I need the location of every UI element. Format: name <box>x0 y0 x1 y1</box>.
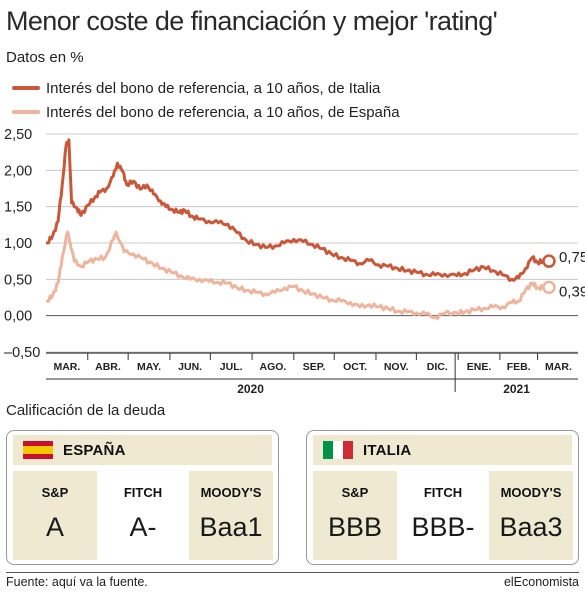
rating-value: A- <box>129 512 157 542</box>
x-month-label: OCT. <box>343 361 367 373</box>
agency-name: S&P <box>341 485 369 500</box>
end-value-label-italia: 0,75 <box>559 249 585 266</box>
series-line-italia <box>45 138 545 282</box>
agency-name: FITCH <box>423 485 463 500</box>
x-year-label: 2020 <box>237 382 264 396</box>
x-month-label: JUN. <box>178 361 202 373</box>
y-tick-label: 2,00 <box>4 163 32 179</box>
x-month-label: JUL. <box>220 361 243 373</box>
x-year-label: 2021 <box>503 382 530 396</box>
end-marker-espana <box>542 280 556 295</box>
rating-value: Baa3 <box>499 512 563 542</box>
x-month-label: AGO. <box>260 361 287 373</box>
x-month-label: NOV. <box>384 361 409 373</box>
x-month-label: SEP. <box>303 361 326 373</box>
x-month-label: MAR. <box>53 361 80 373</box>
legend-swatch-italia <box>12 86 40 90</box>
country-name: ESPAÑA <box>63 441 126 459</box>
source-note: Fuente: aquí va la fuente. <box>6 575 148 589</box>
legend-label-espana: Interés del bono de referencia, a 10 año… <box>46 103 400 121</box>
x-month-label: ABR. <box>95 361 121 373</box>
series-line-espana <box>45 230 545 320</box>
ratings-section-title: Calificación de la deuda <box>6 402 166 419</box>
y-tick-label: 1,50 <box>4 200 32 216</box>
rating-cell: MOODY'S Baa1 <box>189 471 273 560</box>
y-tick-label: 1,00 <box>4 236 32 252</box>
x-month-label: MAY. <box>137 361 161 373</box>
end-value-label-espana: 0,39 <box>559 283 585 300</box>
y-tick-label: 2,50 <box>4 127 32 143</box>
rating-cell: S&P A <box>13 471 97 560</box>
rating-card-header: ESPAÑA <box>13 435 272 465</box>
agency-name: MOODY'S <box>500 485 562 500</box>
rating-value: BBB <box>327 512 383 542</box>
legend-item-espana: Interés del bono de referencia, a 10 año… <box>6 100 400 124</box>
brand-name: elEconomista <box>503 575 579 589</box>
country-name: ITALIA <box>363 441 412 459</box>
y-tick-label: –0,50 <box>4 345 40 361</box>
legend-label-italia: Interés del bono de referencia, a 10 año… <box>46 79 381 97</box>
footer-divider <box>6 572 579 573</box>
rating-card-espana: ESPAÑA S&P A FITCH A- MOODY'S Baa1 <box>6 430 279 565</box>
line-chart: 2,50 2,00 1,50 1,00 0,50 0,00 –0,50 MAR. ABR. MAY… <box>4 127 585 396</box>
legend-swatch-espana <box>12 110 40 114</box>
rating-cell: FITCH BBB- <box>401 471 485 560</box>
italy-flag-icon <box>323 441 353 459</box>
rating-value: BBB- <box>411 512 475 542</box>
rating-card-italia: ITALIA S&P BBB FITCH BBB- MOODY'S Baa3 <box>306 430 579 565</box>
rating-cell: S&P BBB <box>313 471 397 560</box>
rating-card-header: ITALIA <box>313 435 572 465</box>
spain-flag-icon <box>23 441 53 459</box>
legend-item-italia: Interés del bono de referencia, a 10 año… <box>6 76 400 100</box>
x-month-label: ENE. <box>467 361 492 373</box>
chart-title: Menor coste de financiación y mejor 'rat… <box>6 6 498 36</box>
x-month-label: DIC. <box>427 361 448 373</box>
agency-name: S&P <box>41 485 69 500</box>
x-month-label: FEB. <box>507 361 531 373</box>
y-tick-label: 0,50 <box>4 272 32 288</box>
rating-cell: FITCH A- <box>101 471 185 560</box>
rating-value: A <box>45 512 64 542</box>
x-month-label: MAR. <box>545 361 572 373</box>
y-tick-label: 0,00 <box>4 309 32 325</box>
agency-name: MOODY'S <box>200 485 262 500</box>
rating-value: Baa1 <box>199 512 263 542</box>
chart-subtitle: Datos en % <box>6 49 84 66</box>
rating-cell: MOODY'S Baa3 <box>489 471 573 560</box>
legend: Interés del bono de referencia, a 10 año… <box>6 76 400 124</box>
agency-name: FITCH <box>123 485 163 500</box>
end-marker-italia <box>542 254 556 268</box>
